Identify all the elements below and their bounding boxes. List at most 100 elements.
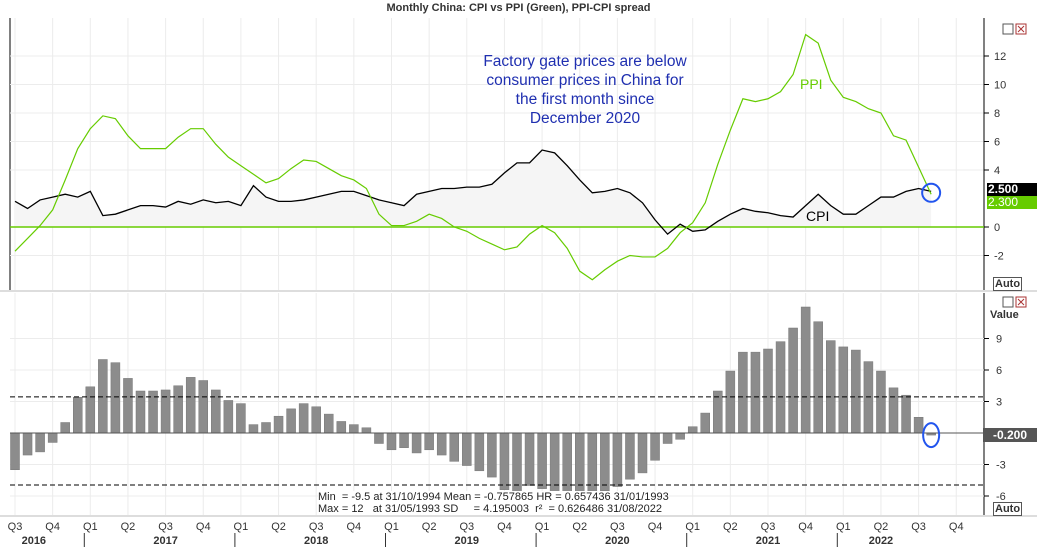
y-tick-label: 6 [994, 137, 1000, 149]
spread-bar [436, 432, 447, 456]
spread-bar [901, 394, 911, 434]
x-quarter-label: Q3 [610, 521, 625, 533]
x-quarter-label: Q3 [761, 521, 776, 533]
x-year-label: 2016 [22, 535, 46, 547]
x-quarter-label: Q3 [8, 521, 23, 533]
highlight-circle-top [921, 182, 942, 203]
x-year-label: 2019 [455, 535, 479, 547]
spread-bar [524, 432, 535, 486]
spread-bar [110, 362, 121, 434]
maximize-icon[interactable] [1002, 23, 1014, 35]
x-quarter-label: Q1 [83, 521, 98, 533]
y-tick-label: -6 [996, 491, 1006, 503]
spread-bar [85, 386, 96, 434]
spread-bar [324, 413, 334, 434]
spread-bar [913, 417, 924, 434]
spread-bar [687, 426, 698, 434]
x-quarter-label: Q1 [535, 521, 550, 533]
x-quarter-label: Q3 [309, 521, 324, 533]
spread-bar [675, 432, 685, 440]
stats-box: Min = -9.5 at 31/10/1994 Mean = -0.75786… [318, 491, 669, 515]
top-panel [10, 18, 984, 290]
spread-bar [198, 380, 208, 434]
highlight-circle-bottom [922, 422, 941, 449]
x-quarter-label: Q3 [459, 521, 474, 533]
spread-bar [60, 422, 70, 434]
spread-bar [650, 432, 660, 461]
spread-bar [22, 432, 33, 456]
spread-bar [838, 346, 849, 434]
spread-bar [537, 432, 547, 489]
auto-scale-button-top[interactable]: Auto [993, 277, 1023, 291]
spread-bar [374, 432, 384, 444]
close-icon-glyph [1017, 25, 1025, 33]
x-quarter-label: Q1 [685, 521, 700, 533]
spread-bar [462, 432, 472, 466]
chart-title: Monthly China: CPI vs PPI (Green), PPI-C… [386, 2, 651, 14]
x-year-label: 2017 [153, 535, 177, 547]
spread-bar [311, 406, 321, 434]
spread-bar [248, 424, 259, 434]
spread-bar [600, 432, 610, 491]
spread-last-value: -0.200 [983, 428, 1037, 442]
cpi-last-value: 2.500 [987, 183, 1037, 196]
y-tick-label: 9 [996, 334, 1002, 346]
cpi-area-fill [15, 150, 932, 235]
spread-bar [851, 349, 861, 434]
annotation-text: Factory gate prices are below consumer p… [440, 52, 730, 128]
spread-bar [286, 408, 296, 434]
x-quarter-label: Q2 [572, 521, 587, 533]
spread-bar [411, 432, 422, 454]
spread-bar [223, 400, 234, 434]
x-quarter-label: Q1 [384, 521, 399, 533]
spread-bar [273, 415, 284, 434]
x-quarter-label: Q4 [798, 521, 813, 533]
y-tick-label: -2 [994, 251, 1004, 263]
y-tick-label: 0 [994, 222, 1000, 234]
y-tick-label: 6 [996, 365, 1002, 377]
spread-bar [499, 432, 510, 490]
x-quarter-label: Q2 [121, 521, 136, 533]
spread-bar [637, 432, 648, 474]
y-tick-label: 3 [996, 397, 1002, 409]
auto-scale-button-bottom[interactable]: Auto [993, 502, 1023, 516]
spread-bar [73, 397, 83, 434]
x-quarter-label: Q2 [723, 521, 738, 533]
x-quarter-label: Q4 [648, 521, 663, 533]
spread-bar [424, 432, 434, 451]
stats-min-line: Min = -9.5 at 31/10/1994 Mean = -0.75786… [318, 491, 669, 503]
spread-bar [449, 432, 459, 462]
spread-bar [775, 341, 786, 434]
spread-bar [123, 378, 133, 434]
spread-bar [662, 432, 673, 444]
x-year-label: 2022 [869, 535, 893, 547]
spread-bar [612, 432, 623, 487]
y-tick-label: 10 [994, 80, 1006, 92]
spread-bar [700, 412, 710, 434]
annotation-line: the first month since [515, 91, 655, 108]
x-quarter-label: Q4 [347, 521, 362, 533]
spread-bar [10, 432, 20, 470]
x-quarter-label: Q4 [196, 521, 211, 533]
cpi-line [14, 149, 932, 236]
spread-bar [750, 351, 761, 434]
ppi-series-label: PPI [800, 76, 823, 92]
y-tick-label: -3 [996, 460, 1006, 472]
spread-bar [361, 427, 372, 434]
spread-bar [47, 432, 58, 443]
ppi-last-value: 2.300 [987, 196, 1037, 209]
y-tick-label: 12 [994, 51, 1006, 63]
x-quarter-label: Q4 [45, 521, 60, 533]
x-year-label: 2020 [605, 535, 629, 547]
x-quarter-label: Q3 [911, 521, 926, 533]
x-quarter-label: Q4 [949, 521, 964, 533]
spread-bar [298, 403, 309, 434]
x-quarter-label: Q2 [874, 521, 889, 533]
spread-bar [386, 432, 397, 451]
x-quarter-label: Q1 [836, 521, 851, 533]
y-tick-label: 4 [994, 165, 1000, 177]
maximize-icon[interactable] [1002, 296, 1014, 308]
x-quarter-label: Q3 [158, 521, 173, 533]
spread-bar [474, 432, 485, 472]
spread-bar [487, 432, 497, 478]
